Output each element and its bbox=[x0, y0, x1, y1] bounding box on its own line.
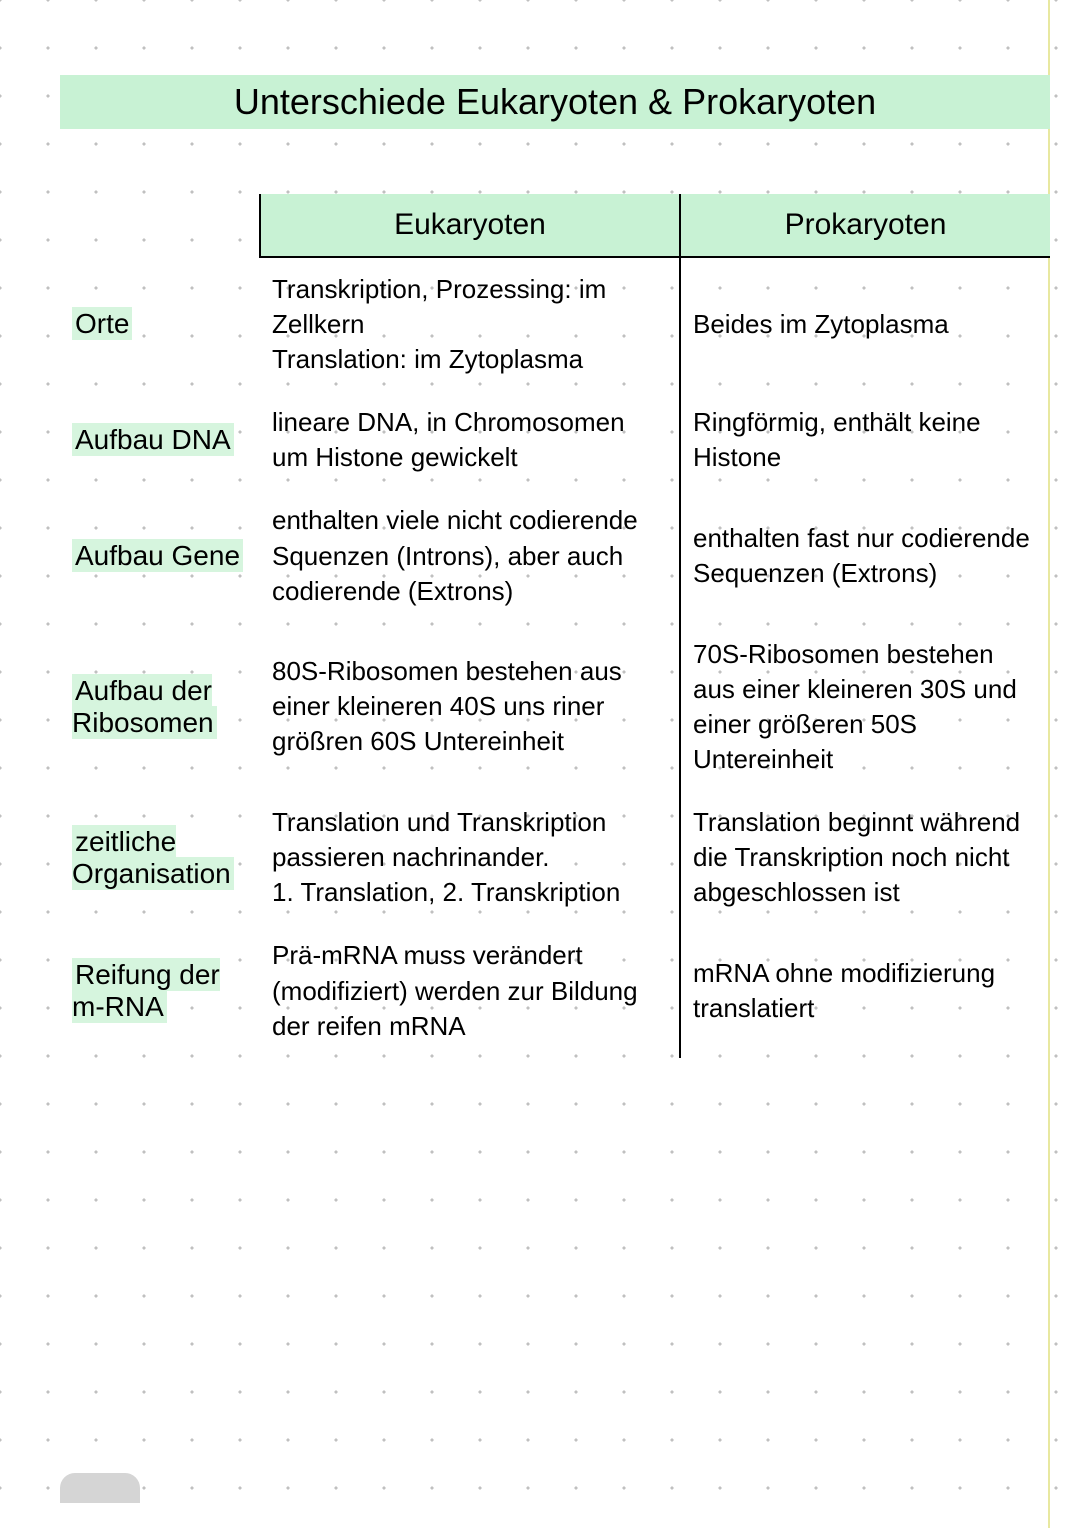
table-row: zeitliche Organisation Translation und T… bbox=[60, 791, 1050, 924]
row-label-aufbau-ribosomen: Aufbau der Ribosomen bbox=[60, 623, 260, 791]
cell-eukaryoten: enthalten viele nicht codierende Squenze… bbox=[260, 489, 680, 622]
cell-eukaryoten: lineare DNA, in Chromosomen um Histone g… bbox=[260, 391, 680, 489]
table-corner-cell bbox=[60, 194, 260, 257]
table-row: Reifung der m-RNA Prä-mRNA muss veränder… bbox=[60, 924, 1050, 1057]
column-header-eukaryoten: Eukaryoten bbox=[260, 194, 680, 257]
cell-eukaryoten: 80S-Ribosomen bestehen aus einer kleiner… bbox=[260, 623, 680, 791]
row-label-text: zeitliche Organisation bbox=[72, 825, 234, 890]
table-row: Orte Transkription, Prozessing: im Zellk… bbox=[60, 257, 1050, 391]
table-row: Aufbau Gene enthalten viele nicht codier… bbox=[60, 489, 1050, 622]
cell-prokaryoten: Beides im Zytoplasma bbox=[680, 257, 1050, 391]
page-content: Unterschiede Eukaryoten & Prokaryoten Eu… bbox=[0, 0, 1080, 1058]
row-label-text: Aufbau der Ribosomen bbox=[72, 674, 217, 739]
row-label-text: Orte bbox=[72, 307, 132, 340]
row-label-orte: Orte bbox=[60, 257, 260, 391]
row-label-reifung-mrna: Reifung der m-RNA bbox=[60, 924, 260, 1057]
table-row: Aufbau der Ribosomen 80S-Ribosomen beste… bbox=[60, 623, 1050, 791]
table-row: Aufbau DNA lineare DNA, in Chromosomen u… bbox=[60, 391, 1050, 489]
cell-eukaryoten: Transkription, Prozessing: im ZellkernTr… bbox=[260, 257, 680, 391]
table-body: Orte Transkription, Prozessing: im Zellk… bbox=[60, 257, 1050, 1058]
row-label-text: Aufbau DNA bbox=[72, 423, 234, 456]
page-tab-indicator bbox=[60, 1473, 140, 1503]
title-highlight-band: Unterschiede Eukaryoten & Prokaryoten bbox=[60, 75, 1050, 129]
comparison-table: Eukaryoten Prokaryoten Orte Transkriptio… bbox=[60, 194, 1050, 1058]
cell-prokaryoten: Ringförmig, enthält keine Histone bbox=[680, 391, 1050, 489]
cell-eukaryoten: Prä-mRNA muss verändert (modifiziert) we… bbox=[260, 924, 680, 1057]
column-header-prokaryoten: Prokaryoten bbox=[680, 194, 1050, 257]
row-label-text: Aufbau Gene bbox=[72, 539, 243, 572]
row-label-aufbau-gene: Aufbau Gene bbox=[60, 489, 260, 622]
row-label-text: Reifung der m-RNA bbox=[72, 958, 220, 1023]
table-header-row: Eukaryoten Prokaryoten bbox=[60, 194, 1050, 257]
cell-prokaryoten: enthalten fast nur codierende Sequenzen … bbox=[680, 489, 1050, 622]
row-label-aufbau-dna: Aufbau DNA bbox=[60, 391, 260, 489]
page-title: Unterschiede Eukaryoten & Prokaryoten bbox=[60, 81, 1050, 123]
cell-prokaryoten: mRNA ohne modifizierung translatiert bbox=[680, 924, 1050, 1057]
cell-prokaryoten: Translation beginnt während die Transkri… bbox=[680, 791, 1050, 924]
row-label-zeitliche-organisation: zeitliche Organisation bbox=[60, 791, 260, 924]
cell-eukaryoten: Translation und Transkription passieren … bbox=[260, 791, 680, 924]
cell-prokaryoten: 70S-Ribosomen bestehen aus einer kleiner… bbox=[680, 623, 1050, 791]
